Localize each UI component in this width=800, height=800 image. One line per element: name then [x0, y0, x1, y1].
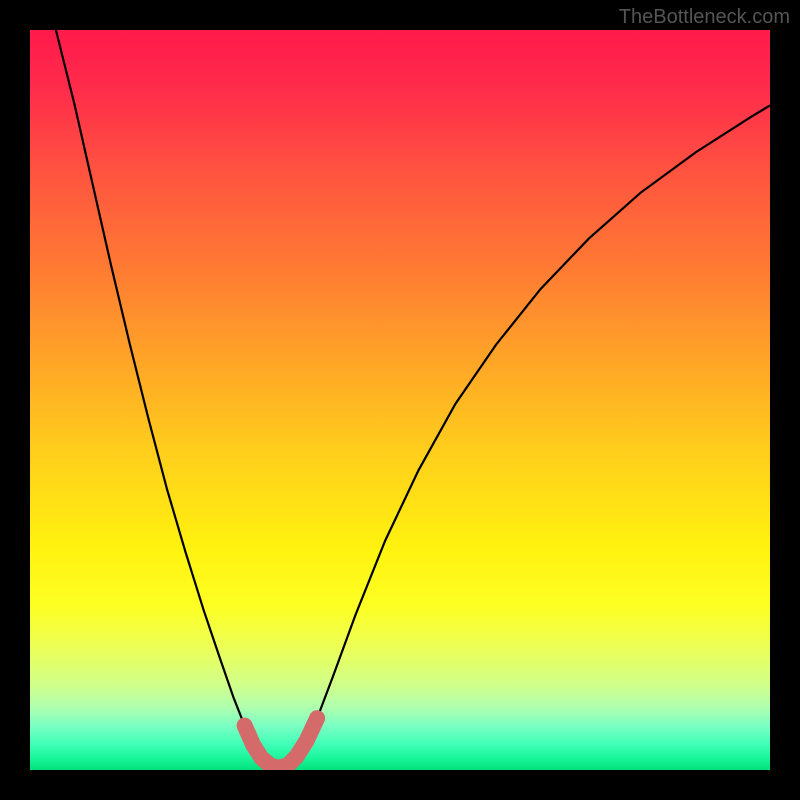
watermark-text: TheBottleneck.com	[619, 6, 790, 29]
plot-area	[30, 30, 770, 770]
curve-layer	[30, 30, 770, 770]
bottleneck-curve	[56, 30, 770, 768]
optimal-range-marker	[245, 718, 318, 768]
